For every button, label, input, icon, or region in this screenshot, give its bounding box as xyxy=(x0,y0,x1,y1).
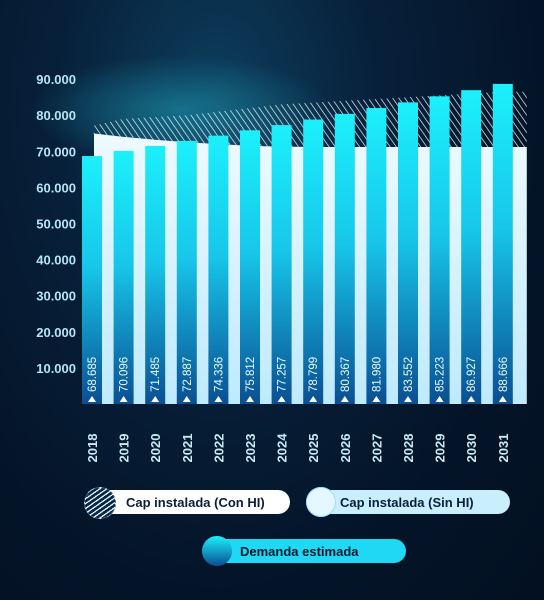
bar-base-marker xyxy=(246,396,254,402)
bar-base-marker xyxy=(498,396,507,402)
legend-item-demanda: Demanda estimada xyxy=(202,536,406,566)
bar-data-label: 81.980 xyxy=(371,357,383,392)
x-tick-label: 2024 xyxy=(275,433,290,463)
bar-data-label: 80.367 xyxy=(340,357,352,392)
y-tick-label: 50.000 xyxy=(36,217,76,232)
x-tick-label: 2025 xyxy=(306,434,321,463)
bar-base-marker xyxy=(435,396,444,402)
x-tick-label: 2028 xyxy=(401,434,416,463)
bar-base-marker xyxy=(119,396,128,402)
bar-data-label: 71.485 xyxy=(150,357,162,392)
y-tick-label: 10.000 xyxy=(36,361,76,376)
x-tick-label: 2018 xyxy=(85,434,100,463)
bar-base-marker xyxy=(340,396,349,402)
legend-label-sin-hi: Cap instalada (Sin HI) xyxy=(340,494,474,510)
demand-bar xyxy=(398,102,418,404)
gradient-circle-swatch-icon xyxy=(202,536,232,566)
demand-bar xyxy=(492,83,513,404)
y-tick-label: 60.000 xyxy=(36,180,76,195)
demand-bar xyxy=(334,113,355,405)
demand-bar xyxy=(176,140,197,404)
x-tick-label: 2023 xyxy=(243,434,258,463)
demand-bar xyxy=(271,125,292,404)
bar-data-label: 72.887 xyxy=(182,357,194,392)
light-circle-swatch-icon xyxy=(306,487,336,517)
y-tick-label: 70.000 xyxy=(36,144,76,159)
bar-base-marker xyxy=(88,396,96,402)
bar-data-label: 83.552 xyxy=(403,357,415,392)
y-tick-label: 80.000 xyxy=(36,108,76,123)
bar-base-marker xyxy=(404,396,412,402)
demand-bar xyxy=(208,135,229,404)
bar-base-marker xyxy=(182,396,191,402)
x-tick-label: 2021 xyxy=(180,434,195,463)
bar-data-label: 68.685 xyxy=(87,357,99,392)
demand-bar xyxy=(145,145,166,404)
demand-bar xyxy=(429,96,450,404)
x-tick-label: 2022 xyxy=(211,434,226,463)
y-tick-label: 20.000 xyxy=(36,325,76,340)
bar-base-marker xyxy=(372,396,381,402)
bar-data-label: 70.096 xyxy=(119,357,131,392)
x-tick-label: 2029 xyxy=(433,434,448,463)
demand-bar xyxy=(82,156,102,404)
bar-data-label: 78.799 xyxy=(308,357,320,392)
bar-data-label: 85.223 xyxy=(435,357,447,392)
demand-bar xyxy=(240,130,260,405)
y-tick-label: 40.000 xyxy=(36,253,76,268)
y-tick-label: 90.000 xyxy=(36,72,76,87)
bar-base-marker xyxy=(151,396,160,402)
bar-data-label: 77.257 xyxy=(277,357,289,392)
legend-item-sin-hi: Cap instalada (Sin HI) xyxy=(306,487,510,517)
x-tick-label: 2027 xyxy=(369,434,384,463)
bar-base-marker xyxy=(467,396,476,402)
x-tick-label: 2030 xyxy=(464,434,479,463)
demand-bar xyxy=(303,119,324,404)
hatch-swatch-icon xyxy=(84,487,116,519)
x-tick-label: 2026 xyxy=(338,434,353,463)
bar-base-marker xyxy=(214,396,223,402)
bar-data-label: 75.812 xyxy=(245,357,257,392)
x-tick-label: 2020 xyxy=(148,434,163,463)
bar-data-label: 74.336 xyxy=(213,357,225,392)
y-tick-label: 30.000 xyxy=(36,289,76,304)
legend-label-con-hi: Cap instalada (Con HI) xyxy=(126,494,265,510)
bar-base-marker xyxy=(277,396,286,402)
bar-data-label: 88.666 xyxy=(498,357,510,392)
bar-data-label: 86.927 xyxy=(466,357,478,392)
x-tick-label: 2031 xyxy=(496,434,511,463)
legend-label-demanda: Demanda estimada xyxy=(240,543,359,559)
con-hi-area xyxy=(92,91,527,147)
legend-item-con-hi: Cap instalada (Con HI) xyxy=(84,487,290,519)
bar-base-marker xyxy=(309,396,318,402)
demand-bar xyxy=(113,150,134,404)
demand-bar xyxy=(366,108,387,405)
demand-bar xyxy=(461,90,482,404)
x-tick-label: 2019 xyxy=(117,434,132,463)
